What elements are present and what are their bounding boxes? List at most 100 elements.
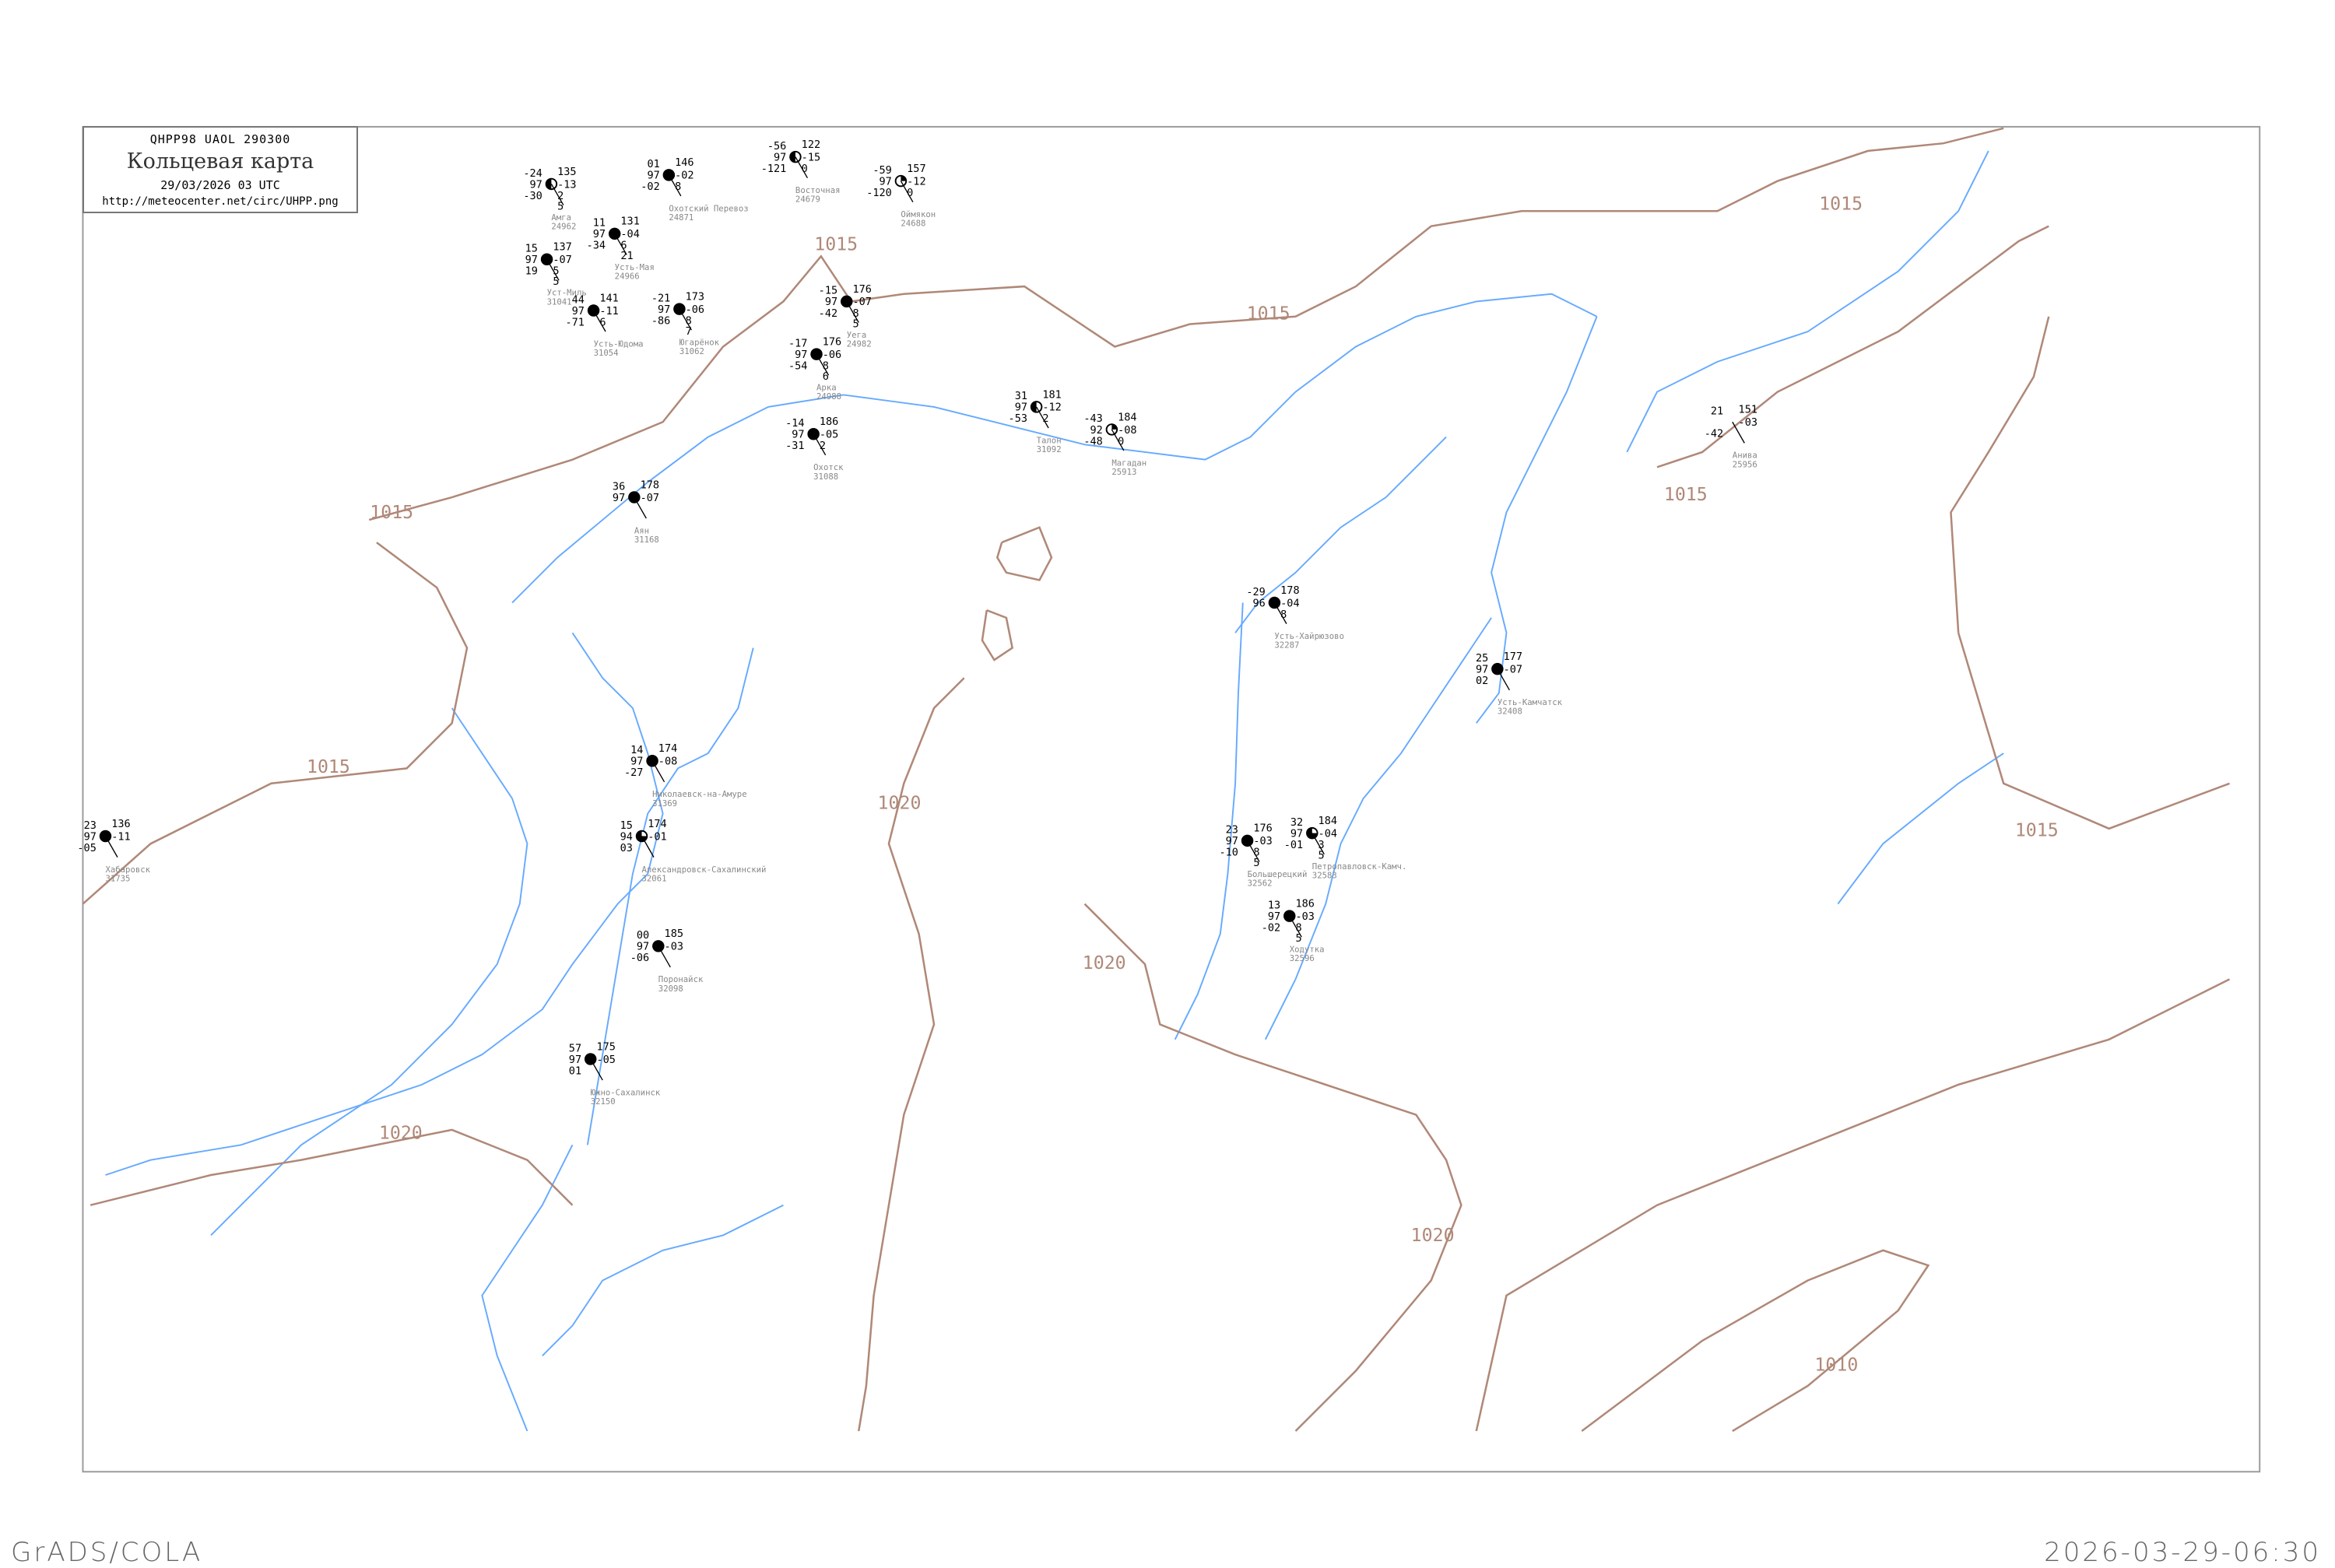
dew-point: -53: [1009, 412, 1027, 425]
pressure-tendency: -07: [1504, 664, 1522, 676]
cloud-amount: 2: [820, 440, 826, 452]
station-name: Ходутка: [1290, 945, 1325, 955]
visibility: 97: [569, 1054, 581, 1066]
pressure-tendency: -07: [553, 254, 571, 266]
dew-point: 01: [569, 1065, 581, 1077]
isobar-label: 1015: [814, 234, 858, 255]
pressure-tendency: -03: [1253, 835, 1272, 847]
wind-barb-icon: [651, 760, 665, 783]
pressure-tendency: -11: [111, 830, 130, 843]
isobar-labels: 1015 1015 1015 1015 1015 1015 1015 1020 1020 1020…: [307, 193, 2059, 1375]
coastline: [1234, 436, 1447, 633]
dew-point: -10: [1220, 847, 1238, 859]
cloud-base: 21: [620, 250, 633, 262]
pressure: 137: [553, 241, 571, 254]
station-name: Большерецкий: [1248, 869, 1308, 879]
isobar-label: 1020: [878, 793, 922, 814]
dew-point: 03: [620, 842, 633, 854]
temperature: 13: [1268, 899, 1280, 911]
wind-barb-icon: [550, 184, 564, 205]
dew-point: -06: [630, 952, 649, 964]
pressure-tendency: -08: [1118, 424, 1136, 437]
source-url[interactable]: http://meteocenter.net/circ/UHPP.png: [102, 195, 339, 208]
station-name: Южно-Сахалинск: [591, 1087, 661, 1097]
pressure-tendency: -04: [1280, 597, 1299, 609]
pressure: 185: [665, 928, 683, 940]
station-name: Александровск-Сахалинский: [642, 865, 767, 875]
pressure: 184: [1118, 411, 1136, 423]
wind-barb-icon: [1289, 915, 1302, 938]
temperature: 15: [525, 243, 538, 255]
pressure-tendency: -04: [1318, 827, 1337, 840]
title-box: QHPP98 UAOL 290300 Кольцевая карта 29/03…: [83, 126, 358, 213]
cloud-cover-icon: [628, 491, 641, 503]
cloud-cover-fill: [1031, 402, 1037, 412]
visibility: 92: [1090, 424, 1102, 437]
station-id: 31041: [547, 296, 572, 307]
visibility: 97: [572, 305, 585, 317]
temperature: 14: [630, 744, 643, 756]
pressure-tendency: -12: [1042, 402, 1061, 414]
cloud-cover-icon: [608, 227, 621, 240]
temperature: 44: [572, 293, 585, 306]
dew-point: -34: [587, 240, 606, 252]
station-id: 31092: [1037, 444, 1062, 454]
isobar-label: 1020: [1411, 1225, 1455, 1246]
station-name: Охотск: [813, 462, 844, 472]
visibility: 97: [1476, 664, 1488, 676]
isobar-line: [857, 677, 965, 1432]
temperature: 11: [593, 217, 606, 230]
station-name: Талон: [1037, 435, 1062, 445]
temperature: -21: [651, 292, 670, 304]
cloud-amount: 8: [852, 307, 859, 320]
temperature: -43: [1083, 412, 1102, 425]
station-name: Уст-Миль: [547, 288, 587, 298]
cloud-amount: 8: [1296, 921, 1302, 934]
station-id: 32061: [642, 874, 667, 884]
station-id: 31054: [594, 348, 619, 358]
pressure-tendency: -02: [675, 170, 693, 182]
temperature: -59: [873, 164, 891, 177]
coastline: [210, 707, 528, 1237]
station-id: 32408: [1498, 707, 1522, 717]
visibility: 96: [1253, 597, 1266, 609]
isobar-line: [1957, 632, 2230, 830]
dew-point: -48: [1083, 435, 1102, 447]
pressure-tendency: -03: [1296, 910, 1315, 923]
footer-timestamp: 2026-03-29-06:30: [2044, 1537, 2321, 1568]
isobar-line: [1950, 316, 2050, 633]
coastline: [1264, 617, 1492, 1040]
cloud-amount: 0: [802, 163, 808, 175]
coastline: [1626, 150, 1989, 453]
station-name: Усть-Мая: [615, 262, 655, 272]
cloud-base: 7: [686, 325, 692, 338]
pressure-tendency: -07: [852, 296, 871, 308]
station-id: 31088: [813, 472, 838, 482]
pressure: 186: [820, 416, 838, 428]
